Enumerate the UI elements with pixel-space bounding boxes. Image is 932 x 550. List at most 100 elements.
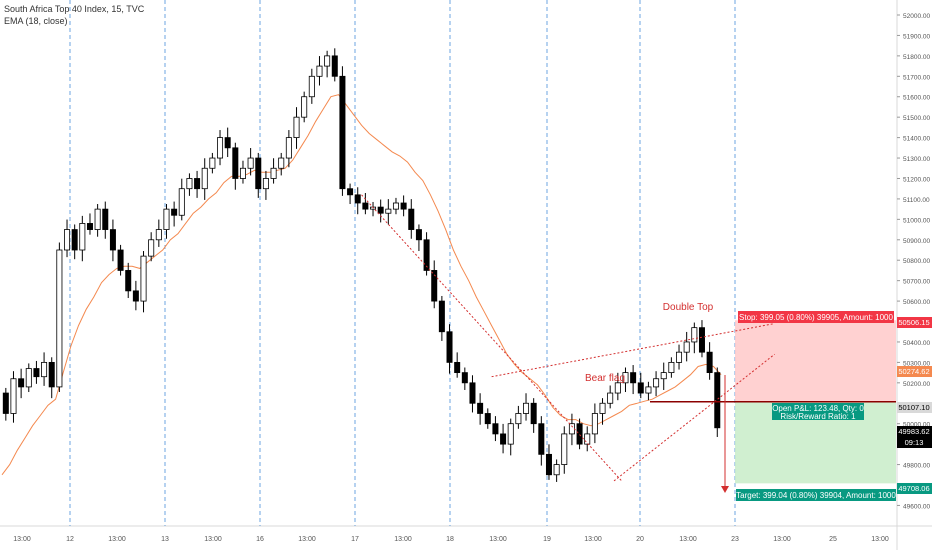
session-separators <box>69 0 736 526</box>
risk-reward-label: Risk/Reward Ratio: 1 <box>780 412 856 421</box>
indicator-legend[interactable]: EMA (18, close) <box>4 16 68 26</box>
price-tick-label: 51500.00 <box>903 115 930 122</box>
target-price-tag-text: 49708.06 <box>898 484 929 493</box>
candle-down <box>423 239 430 271</box>
candle-down <box>33 368 40 378</box>
candle-down <box>637 382 644 394</box>
price-tick-label: 50900.00 <box>903 238 930 245</box>
time-tick-label: 13:00 <box>13 536 31 543</box>
candles <box>2 48 721 482</box>
candle-up <box>148 239 155 257</box>
candle-up <box>41 361 48 378</box>
target-arrow-head <box>721 486 729 493</box>
target-label: Target: 399.04 (0.80%) 39904, Amount: 10… <box>736 491 896 500</box>
entry-price-tag <box>897 402 932 413</box>
time-tick-label: 18 <box>446 536 454 543</box>
price-axis-panel[interactable] <box>897 0 932 550</box>
time-tick-label: 12 <box>66 536 74 543</box>
candle-up <box>94 208 101 230</box>
candle-up <box>163 208 170 230</box>
candle-down <box>194 178 201 190</box>
candle-down <box>415 229 422 241</box>
candle-up <box>178 188 185 216</box>
candle-down <box>500 433 507 445</box>
candle-down <box>477 402 484 414</box>
candle-up <box>278 157 285 169</box>
trend-line[interactable] <box>361 194 623 482</box>
candle-up <box>515 413 522 425</box>
price-tick-label: 50400.00 <box>903 340 930 347</box>
pnl-label: Open P&L: 123.48, Qty: 0 <box>772 404 864 413</box>
last-price-tag-text: 49983.62 <box>898 427 929 436</box>
price-tick-label: 50800.00 <box>903 258 930 265</box>
candle-up <box>217 137 224 159</box>
candle-down <box>630 372 637 384</box>
candle-down <box>530 402 537 425</box>
candle-down <box>354 194 361 204</box>
candle-up <box>324 55 331 67</box>
candle-up <box>56 249 63 388</box>
candle-down <box>362 202 369 210</box>
candle-up <box>683 341 690 353</box>
candle-down <box>18 378 25 388</box>
pnl-label-box[interactable] <box>772 403 864 420</box>
candle-down <box>102 208 109 230</box>
candle-down <box>714 372 721 429</box>
last-price-tag <box>897 426 932 448</box>
candle-down <box>255 157 262 190</box>
price-tick-label: 51800.00 <box>903 54 930 61</box>
candle-down <box>377 206 384 214</box>
time-tick-label: 23 <box>731 536 739 543</box>
candle-up <box>599 402 606 414</box>
candle-down <box>232 147 239 179</box>
time-tick-label: 16 <box>256 536 264 543</box>
entry-price-tag-text: 50107.10 <box>898 403 929 412</box>
candle-down <box>2 392 9 414</box>
stop-zone[interactable] <box>735 320 896 402</box>
price-tick-label: 52000.00 <box>903 13 930 20</box>
price-tick-label: 51400.00 <box>903 136 930 143</box>
candle-up <box>64 229 71 251</box>
candle-down <box>109 229 116 251</box>
candle-up <box>25 368 32 388</box>
candle-down <box>545 453 552 476</box>
target-label-box[interactable] <box>736 489 896 501</box>
candle-down <box>438 300 445 333</box>
candle-up <box>553 464 560 476</box>
ema-price-tag <box>897 366 932 377</box>
stop-label: Stop: 399.05 (0.80%) 39905, Amount: 1000 <box>739 313 893 322</box>
time-axis-ticks: 13:00 12 13:00 13 13:00 16 13:00 17 13:00 18 13:00… <box>13 536 889 543</box>
candle-up <box>316 65 323 77</box>
candle-down <box>347 188 354 196</box>
price-tick-label: 51900.00 <box>903 33 930 40</box>
candle-down <box>431 270 438 302</box>
candle-up <box>691 327 698 343</box>
stop-price-tag-text: 50506.15 <box>898 318 929 327</box>
candle-down <box>132 290 139 302</box>
candle-down <box>71 229 78 251</box>
candle-down <box>339 75 346 190</box>
stop-label-box[interactable] <box>738 311 894 323</box>
price-tick-label: 51200.00 <box>903 176 930 183</box>
candle-up <box>607 392 614 404</box>
candle-up <box>186 178 193 190</box>
time-tick-label: 13:00 <box>394 536 412 543</box>
time-tick-label: 13:00 <box>298 536 316 543</box>
time-tick-label: 13:00 <box>584 536 602 543</box>
candle-up <box>676 351 683 363</box>
candle-down <box>400 202 407 210</box>
candle-up <box>209 157 216 169</box>
time-tick-label: 13 <box>161 536 169 543</box>
candle-up <box>660 372 667 380</box>
time-tick-label: 13:00 <box>489 536 507 543</box>
candle-up <box>668 361 675 374</box>
candle-up <box>308 75 315 98</box>
target-price-tag <box>897 483 932 494</box>
price-tick-label: 50000.00 <box>903 422 930 429</box>
candle-down <box>86 223 93 230</box>
candle-down <box>331 55 338 77</box>
candle-up <box>239 167 246 179</box>
symbol-title[interactable]: South Africa Top 40 Index, 15, TVC <box>4 4 145 14</box>
time-tick-label: 19 <box>543 536 551 543</box>
